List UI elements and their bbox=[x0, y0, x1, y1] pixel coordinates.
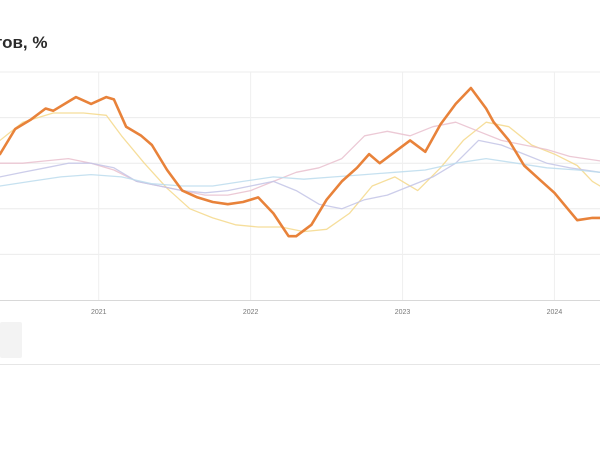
footer-divider bbox=[0, 364, 600, 365]
series-line bbox=[0, 157, 600, 187]
chart-title: тов, % bbox=[0, 33, 48, 52]
series-line bbox=[0, 121, 600, 196]
legend-swatch bbox=[0, 322, 22, 358]
x-tick-label: 2024 bbox=[547, 309, 563, 316]
x-tick-label: 2022 bbox=[243, 309, 259, 316]
series-line bbox=[0, 139, 600, 210]
series-line-highlight bbox=[0, 86, 600, 238]
x-tick-label: 2023 bbox=[395, 309, 411, 316]
x-tick-label: 2021 bbox=[91, 309, 107, 316]
series-line bbox=[0, 112, 600, 233]
